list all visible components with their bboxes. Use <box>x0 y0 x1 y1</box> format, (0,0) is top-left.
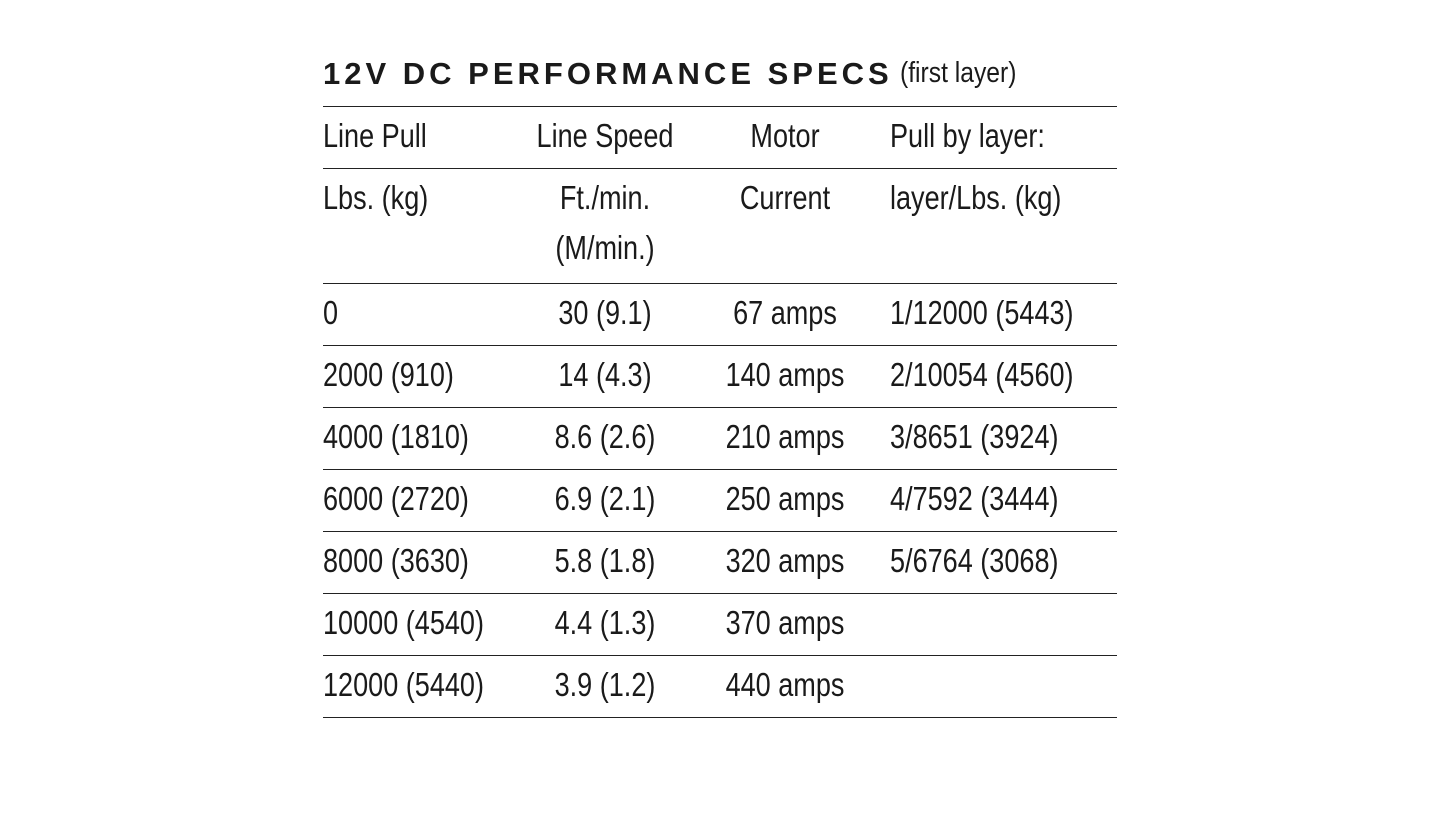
table-cell: 10000 (4540) <box>323 604 484 641</box>
table-cell: 12000 (5440) <box>323 666 484 703</box>
rule <box>323 407 1117 408</box>
table-cell: 5/6764 (3068) <box>890 542 1059 579</box>
rule <box>323 531 1117 532</box>
table-cell: layer/Lbs. (kg) <box>890 179 1062 216</box>
rule <box>323 593 1117 594</box>
table-cell: 4.4 (1.3) <box>554 604 656 641</box>
table-cell: Line Speed <box>536 117 674 154</box>
table-cell: 8000 (3630) <box>323 542 469 579</box>
rule <box>323 717 1117 718</box>
table-cell: 6000 (2720) <box>323 480 469 517</box>
table-cell: 30 (9.1) <box>558 294 652 331</box>
table-cell: Lbs. (kg) <box>323 179 429 216</box>
table-cell: 14 (4.3) <box>558 356 652 393</box>
table-cell: 3/8651 (3924) <box>890 418 1059 455</box>
table-cell: 140 amps <box>725 356 845 393</box>
table-cell: Motor <box>750 117 820 154</box>
table-cell: 320 amps <box>725 542 845 579</box>
table-cell: 6.9 (2.1) <box>554 480 656 517</box>
table-cell: 440 amps <box>725 666 845 703</box>
table-cell: Current <box>739 179 831 216</box>
table-cell: 2/10054 (4560) <box>890 356 1074 393</box>
table-cell: 3.9 (1.2) <box>554 666 656 703</box>
table-cell: 67 amps <box>733 294 837 331</box>
rule <box>323 106 1117 107</box>
rule <box>323 345 1117 346</box>
title: 12V DC PERFORMANCE SPECS <box>323 56 893 91</box>
table-cell: 8.6 (2.6) <box>554 418 656 455</box>
table-cell: 1/12000 (5443) <box>890 294 1074 331</box>
table-cell: 5.8 (1.8) <box>554 542 656 579</box>
table-cell: 210 amps <box>725 418 845 455</box>
rule <box>323 655 1117 656</box>
table-cell: 250 amps <box>725 480 845 517</box>
table-cell: 370 amps <box>725 604 845 641</box>
rule <box>323 469 1117 470</box>
rule <box>323 168 1117 169</box>
table-cell: Pull by layer: <box>890 117 1045 154</box>
table-cell: Ft./min. (M/min.) <box>555 179 655 266</box>
table-cell: 4/7592 (3444) <box>890 480 1059 517</box>
table-cell: 0 <box>323 294 339 331</box>
table-cell: 2000 (910) <box>323 356 454 393</box>
subtitle: (first layer) <box>900 57 1017 89</box>
table-cell: Line Pull <box>323 117 427 154</box>
rule <box>323 283 1117 284</box>
table-cell: 4000 (1810) <box>323 418 469 455</box>
